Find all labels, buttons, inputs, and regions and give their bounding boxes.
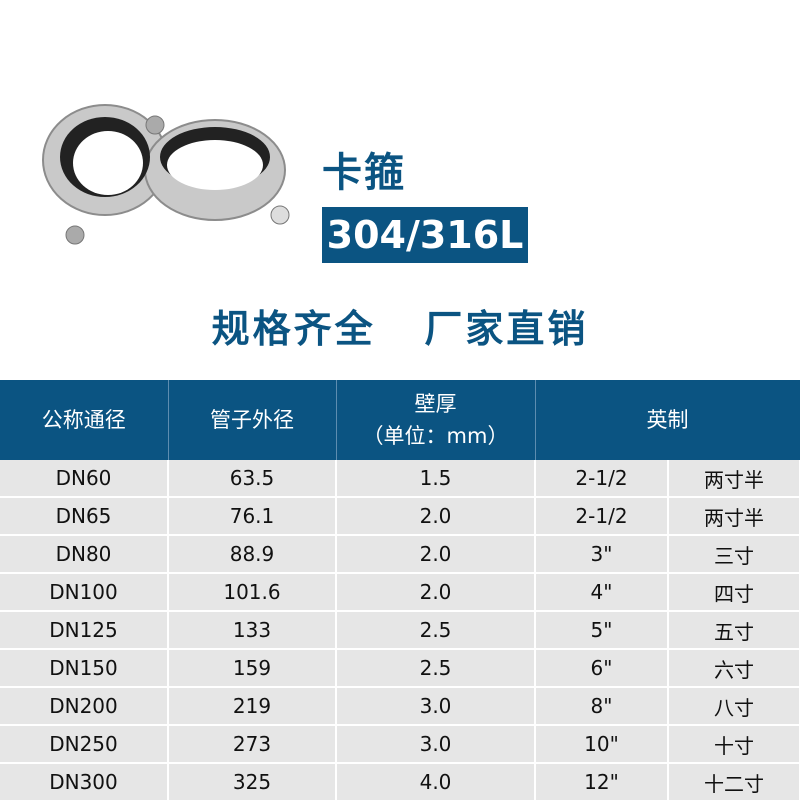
header-unit: （单位：mm）	[362, 424, 509, 448]
cell-thickness: 2.5	[336, 649, 536, 688]
cell-od: 159	[168, 649, 337, 688]
table-row: DN200 219 3.0 8" 八寸	[0, 687, 800, 726]
cell-dn: DN125	[0, 611, 169, 650]
cell-od: 76.1	[168, 497, 337, 536]
cell-inch-cn: 两寸半	[668, 497, 800, 536]
cell-dn: DN300	[0, 763, 169, 802]
cell-inch-cn: 两寸半	[668, 460, 800, 498]
clamp-product-image	[42, 104, 290, 245]
table-row: DN250 273 3.0 10" 十寸	[0, 725, 800, 764]
cell-od: 63.5	[168, 460, 337, 498]
cell-od: 325	[168, 763, 337, 802]
cell-thickness: 2.0	[336, 535, 536, 574]
cell-thickness: 3.0	[336, 687, 536, 726]
cell-inch: 8"	[535, 687, 669, 726]
cell-inch-cn: 四寸	[668, 573, 800, 612]
cell-od: 133	[168, 611, 337, 650]
cell-inch: 4"	[535, 573, 669, 612]
cell-inch-cn: 十二寸	[668, 763, 800, 802]
spec-table: 公称通径 管子外径 壁厚 （单位：mm） 英制 DN60 63.5 1.5 2-1/2 两…	[0, 380, 800, 802]
cell-inch-cn: 五寸	[668, 611, 800, 650]
slogan: 规格齐全 厂家直销	[211, 307, 589, 351]
cell-inch: 2-1/2	[535, 497, 669, 536]
table-row: DN150 159 2.5 6" 六寸	[0, 649, 800, 688]
cell-dn: DN60	[0, 460, 169, 498]
table-row: DN60 63.5 1.5 2-1/2 两寸半	[0, 460, 800, 498]
cell-inch-cn: 六寸	[668, 649, 800, 688]
cell-thickness: 2.5	[336, 611, 536, 650]
cell-thickness: 1.5	[336, 460, 536, 498]
cell-inch-cn: 八寸	[668, 687, 800, 726]
cell-inch-cn: 三寸	[668, 535, 800, 574]
cell-dn: DN65	[0, 497, 169, 536]
cell-inch: 5"	[535, 611, 669, 650]
table-row: DN300 325 4.0 12" 十二寸	[0, 763, 800, 802]
header-wall-thickness: 壁厚 （单位：mm）	[336, 380, 536, 460]
cell-dn: DN100	[0, 573, 169, 612]
cell-dn: DN200	[0, 687, 169, 726]
cell-thickness: 2.0	[336, 497, 536, 536]
material-badge: 304/316L	[322, 207, 528, 263]
cell-dn: DN150	[0, 649, 169, 688]
table-row: DN80 88.9 2.0 3" 三寸	[0, 535, 800, 574]
table-header: 公称通径 管子外径 壁厚 （单位：mm） 英制	[0, 380, 800, 460]
header-imperial: 英制	[535, 380, 800, 460]
product-title: 卡箍	[322, 150, 406, 196]
cell-dn: DN80	[0, 535, 169, 574]
cell-od: 219	[168, 687, 337, 726]
cell-inch-cn: 十寸	[668, 725, 800, 764]
cell-inch: 2-1/2	[535, 460, 669, 498]
cell-od: 101.6	[168, 573, 337, 612]
table-row: DN100 101.6 2.0 4" 四寸	[0, 573, 800, 612]
cell-inch: 10"	[535, 725, 669, 764]
table-row: DN125 133 2.5 5" 五寸	[0, 611, 800, 650]
cell-inch: 3"	[535, 535, 669, 574]
header-outer-diameter: 管子外径	[168, 380, 337, 460]
cell-od: 88.9	[168, 535, 337, 574]
cell-thickness: 4.0	[336, 763, 536, 802]
cell-inch: 6"	[535, 649, 669, 688]
header-nominal-diameter: 公称通径	[0, 380, 169, 460]
cell-thickness: 3.0	[336, 725, 536, 764]
cell-od: 273	[168, 725, 337, 764]
cell-dn: DN250	[0, 725, 169, 764]
cell-thickness: 2.0	[336, 573, 536, 612]
table-row: DN65 76.1 2.0 2-1/2 两寸半	[0, 497, 800, 536]
cell-inch: 12"	[535, 763, 669, 802]
